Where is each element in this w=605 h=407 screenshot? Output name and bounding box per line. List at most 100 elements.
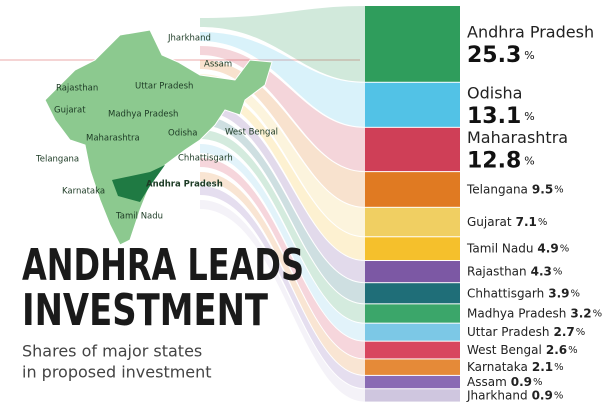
map-label: Gujarat xyxy=(54,106,86,116)
segment xyxy=(365,323,460,341)
unit: % xyxy=(554,362,564,373)
segment xyxy=(365,127,460,172)
state-value-label: Jharkhand 0.9% xyxy=(466,388,563,402)
state-value-label: West Bengal 2.6% xyxy=(467,343,578,357)
value: 7.1 xyxy=(516,215,537,229)
state: Madhya Pradesh xyxy=(467,306,566,320)
state-label: Odisha xyxy=(467,83,522,102)
map-label: West Bengal xyxy=(225,128,278,138)
unit: % xyxy=(553,267,563,278)
segment xyxy=(365,341,460,359)
state: Telangana xyxy=(466,182,528,196)
ribbon xyxy=(200,46,365,172)
map-label: Karnataka xyxy=(62,187,105,197)
map-label: Telangana xyxy=(35,155,79,165)
value: 2.1 xyxy=(532,360,553,374)
value: 2.6 xyxy=(546,343,567,357)
state-value-label: Rajasthan 4.3% xyxy=(467,264,562,278)
ribbon xyxy=(200,102,365,283)
ribbon xyxy=(200,60,365,207)
segment xyxy=(365,172,460,207)
map-label: Rajasthan xyxy=(56,84,98,94)
state: Karnataka xyxy=(467,360,528,374)
value: 13.1 xyxy=(467,104,521,129)
map-label: Maharashtra xyxy=(86,134,140,144)
value: 3.2 xyxy=(570,306,591,320)
map-label: Madhya Pradesh xyxy=(108,110,178,120)
map-label: Andhra Pradesh xyxy=(146,180,223,190)
state: Uttar Pradesh xyxy=(467,325,549,339)
andhra-highlight xyxy=(112,165,165,202)
state: Rajasthan xyxy=(467,264,527,278)
state-value-label: Telangana 9.5% xyxy=(466,182,564,196)
map-labels: Jharkhand Assam Rajasthan Uttar Pradesh Guja… xyxy=(35,34,278,222)
map-label: Tamil Nadu xyxy=(115,212,163,222)
value: 25.3 xyxy=(467,43,521,68)
subtitle-line: in proposed investment xyxy=(22,363,212,382)
value-label: 12.8% xyxy=(467,148,535,173)
value: 0.9 xyxy=(511,375,532,389)
unit: % xyxy=(560,244,570,255)
ribbons xyxy=(200,6,365,402)
state-value-label: Uttar Pradesh 2.7% xyxy=(467,325,585,339)
state: Assam xyxy=(467,375,507,389)
unit: % xyxy=(533,377,543,388)
state-label: Maharashtra xyxy=(467,128,568,147)
map-label: Chhattisgarh xyxy=(178,154,233,164)
segment xyxy=(365,6,460,82)
unit: % xyxy=(554,184,564,195)
value: 2.7 xyxy=(553,325,574,339)
unit: % xyxy=(524,49,534,62)
ribbon xyxy=(200,32,365,127)
title-line: INVESTMENT xyxy=(22,285,268,336)
value: 9.5 xyxy=(532,182,553,196)
state-value-label: Karnataka 2.1% xyxy=(467,360,564,374)
segment xyxy=(365,207,460,237)
segment xyxy=(365,82,460,127)
ribbon xyxy=(200,144,365,341)
unit: % xyxy=(524,154,534,167)
ribbon xyxy=(200,74,365,237)
segment xyxy=(365,389,460,402)
ribbon xyxy=(200,116,365,304)
ribbon xyxy=(200,158,365,359)
state-value-label: Tamil Nadu 4.9% xyxy=(466,241,569,255)
map-label: Jharkhand xyxy=(167,34,211,44)
segment xyxy=(365,375,460,389)
ribbon xyxy=(200,6,365,82)
unit: % xyxy=(538,217,548,228)
map-label: Assam xyxy=(204,60,232,70)
state: Chhattisgarh xyxy=(467,286,544,300)
value-label: 25.3% xyxy=(467,43,535,68)
state-value-label: Madhya Pradesh 3.2% xyxy=(467,306,602,320)
title-line: ANDHRA LEADS xyxy=(22,240,304,291)
unit: % xyxy=(568,345,578,356)
unit: % xyxy=(576,327,586,338)
map-label: Uttar Pradesh xyxy=(135,82,193,92)
segment xyxy=(365,237,460,261)
unit: % xyxy=(524,110,534,123)
map-label: Odisha xyxy=(168,129,197,139)
unit: % xyxy=(593,309,603,320)
value: 0.9 xyxy=(532,388,553,402)
unit: % xyxy=(571,288,581,299)
state: Gujarat xyxy=(467,215,512,229)
value: 3.9 xyxy=(548,286,569,300)
value: 12.8 xyxy=(467,148,521,173)
state: Jharkhand xyxy=(466,388,528,402)
subtitle-line: Shares of major states xyxy=(22,342,202,361)
segment xyxy=(365,304,460,323)
state-label: Andhra Pradesh xyxy=(467,22,594,41)
segment xyxy=(365,359,460,375)
state-value-label: Chhattisgarh 3.9% xyxy=(467,286,580,300)
ribbon xyxy=(200,130,365,323)
ribbon xyxy=(200,88,365,261)
segment xyxy=(365,283,460,304)
value: 4.3 xyxy=(531,264,552,278)
state-value-label: Gujarat 7.1% xyxy=(467,215,547,229)
value: 4.9 xyxy=(537,241,558,255)
value-label: 13.1% xyxy=(467,104,535,129)
segment xyxy=(365,261,460,283)
state-value-label: Assam 0.9% xyxy=(467,375,543,389)
